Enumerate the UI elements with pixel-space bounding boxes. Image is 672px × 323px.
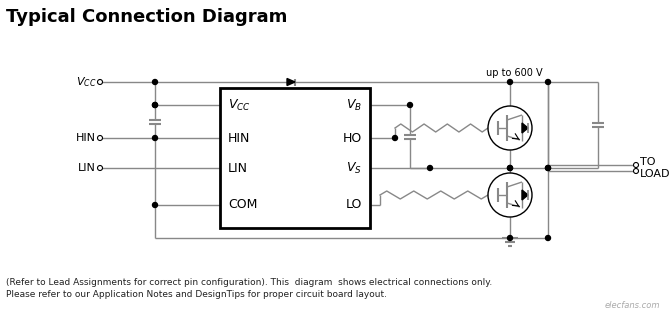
Circle shape: [507, 165, 513, 171]
Text: $V_B$: $V_B$: [346, 98, 362, 112]
Circle shape: [546, 165, 550, 171]
Circle shape: [634, 169, 638, 173]
Circle shape: [153, 203, 157, 207]
Text: up to 600 V: up to 600 V: [487, 68, 543, 78]
Circle shape: [153, 79, 157, 85]
Polygon shape: [522, 190, 528, 200]
Circle shape: [507, 165, 513, 171]
Circle shape: [153, 102, 157, 108]
Text: TO
LOAD: TO LOAD: [640, 157, 671, 179]
Circle shape: [507, 79, 513, 85]
Polygon shape: [287, 78, 295, 86]
Circle shape: [153, 136, 157, 141]
Bar: [220, 88, 370, 228]
Circle shape: [546, 165, 550, 171]
Circle shape: [427, 165, 433, 171]
Polygon shape: [522, 123, 528, 133]
Circle shape: [488, 173, 532, 217]
Text: $V_{CC}$: $V_{CC}$: [75, 75, 96, 89]
Text: LIN: LIN: [228, 162, 248, 174]
Circle shape: [153, 102, 157, 108]
Circle shape: [97, 79, 103, 85]
Circle shape: [407, 102, 413, 108]
Text: HO: HO: [343, 131, 362, 144]
Text: LIN: LIN: [78, 163, 96, 173]
Text: HIN: HIN: [228, 131, 251, 144]
Circle shape: [634, 162, 638, 168]
Text: Please refer to our Application Notes and DesignTips for proper circuit board la: Please refer to our Application Notes an…: [6, 290, 387, 299]
Text: (Refer to Lead Assignments for correct pin configuration). This  diagram  shows : (Refer to Lead Assignments for correct p…: [6, 278, 493, 287]
Text: HIN: HIN: [76, 133, 96, 143]
Circle shape: [97, 165, 103, 171]
Circle shape: [546, 79, 550, 85]
Circle shape: [97, 136, 103, 141]
Circle shape: [488, 106, 532, 150]
Circle shape: [546, 235, 550, 241]
Text: LO: LO: [345, 199, 362, 212]
Text: $V_S$: $V_S$: [346, 161, 362, 175]
Text: Typical Connection Diagram: Typical Connection Diagram: [6, 8, 288, 26]
Circle shape: [392, 136, 398, 141]
Text: $V_{CC}$: $V_{CC}$: [228, 98, 251, 112]
Text: elecfans.com: elecfans.com: [605, 301, 660, 310]
Circle shape: [507, 235, 513, 241]
Text: COM: COM: [228, 199, 257, 212]
